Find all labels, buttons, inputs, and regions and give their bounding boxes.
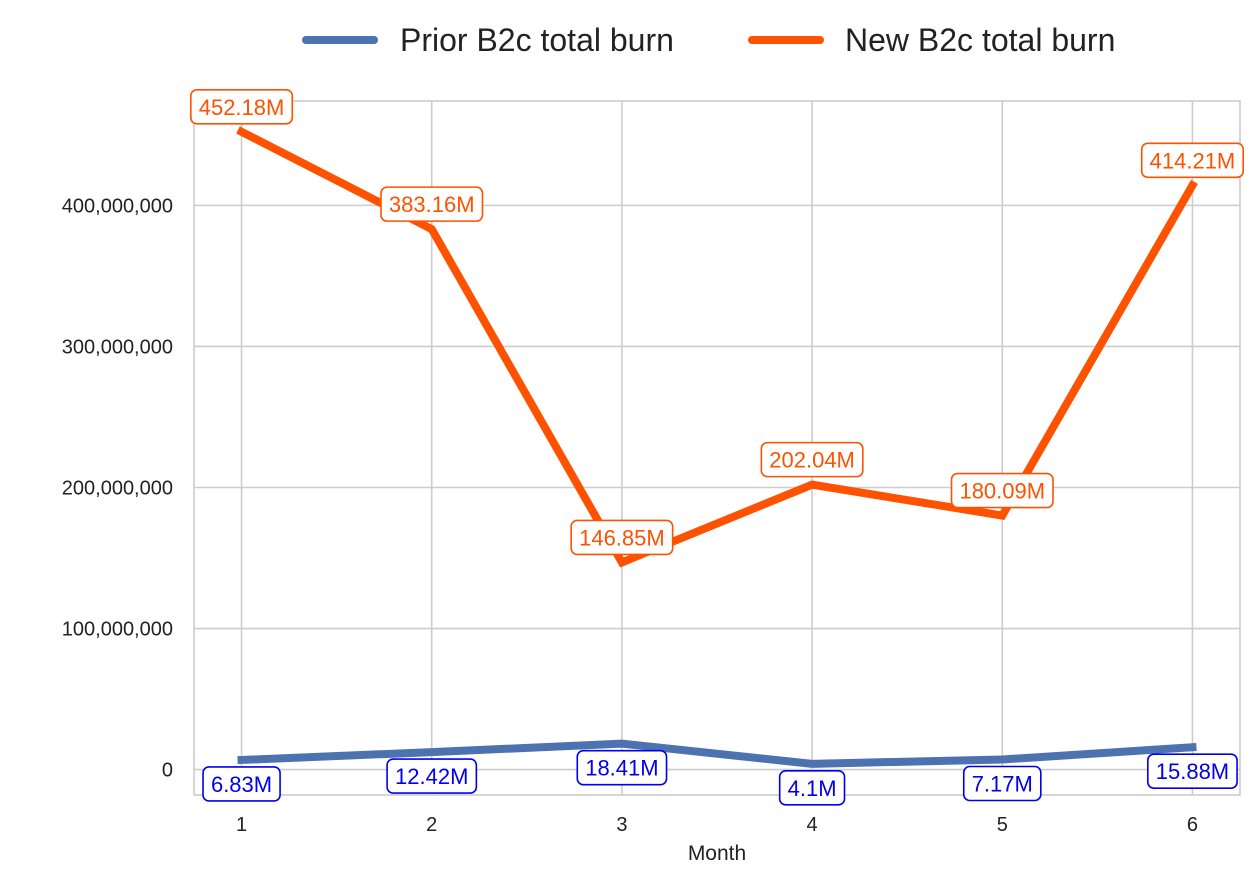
data-label-box bbox=[380, 186, 484, 222]
data-label-box bbox=[576, 749, 668, 786]
y-tick-label: 0 bbox=[162, 760, 173, 782]
x-tick-label: 4 bbox=[807, 814, 818, 836]
y-tick-label: 300,000,000 bbox=[62, 336, 173, 358]
data-label-text: 12.42M bbox=[395, 764, 468, 789]
x-tick-label: 5 bbox=[997, 814, 1008, 836]
series-line-1 bbox=[237, 739, 1197, 768]
data-label-text: 414.21M bbox=[1150, 148, 1236, 173]
data-label: 18.41M bbox=[576, 749, 668, 786]
data-label-text: 180.09M bbox=[959, 479, 1045, 504]
data-label-box bbox=[778, 770, 846, 806]
x-tick-label: 3 bbox=[616, 814, 627, 836]
tick-labels: 0 100,000,000 200,000,000 300,000,000 400,00… bbox=[62, 195, 1198, 836]
data-label-text: 4.1M bbox=[788, 776, 837, 801]
data-label-text: 146.85M bbox=[579, 525, 665, 550]
plot-frame bbox=[193, 100, 1241, 796]
data-label-box bbox=[950, 472, 1054, 509]
data-label-text: 202.04M bbox=[769, 448, 855, 473]
data-label: 180.09M bbox=[950, 472, 1054, 509]
data-label-box bbox=[1140, 142, 1244, 179]
data-label-text: 383.16M bbox=[389, 192, 475, 217]
data-label-text: 6.83M bbox=[211, 772, 272, 797]
data-label-box bbox=[202, 766, 281, 802]
data-label-box bbox=[760, 441, 864, 478]
data-label: 383.16M bbox=[380, 186, 484, 222]
data-label: 202.04M bbox=[760, 441, 864, 478]
data-label: 414.21M bbox=[1140, 142, 1244, 179]
data-label-box bbox=[1147, 753, 1238, 790]
data-label: 12.42M bbox=[386, 758, 478, 794]
data-label-text: 18.41M bbox=[585, 756, 658, 781]
data-label: 6.83M bbox=[202, 766, 281, 802]
grid bbox=[194, 101, 1240, 795]
y-tick-label: 200,000,000 bbox=[62, 477, 173, 499]
x-axis-title: Month bbox=[688, 842, 746, 865]
data-label: 452.18M bbox=[190, 88, 294, 125]
y-tick-label: 100,000,000 bbox=[62, 619, 173, 641]
data-label: 4.1M bbox=[778, 770, 846, 806]
data-label: 146.85M bbox=[570, 519, 674, 556]
legend-label: New B2c total burn bbox=[845, 22, 1115, 58]
data-label-text: 15.88M bbox=[1156, 759, 1229, 784]
plot-area-border bbox=[193, 100, 1241, 796]
data-label-text: 452.18M bbox=[199, 95, 285, 120]
series-lines bbox=[236, 126, 1198, 768]
data-label: 7.17M bbox=[962, 765, 1042, 802]
legend-label: Prior B2c total burn bbox=[400, 22, 674, 58]
data-label-text: 7.17M bbox=[972, 771, 1033, 796]
data-label-box bbox=[570, 519, 674, 556]
x-tick-label: 1 bbox=[236, 814, 247, 836]
x-tick-label: 2 bbox=[426, 814, 437, 836]
y-tick-label: 400,000,000 bbox=[62, 195, 173, 217]
data-label-box bbox=[962, 765, 1042, 802]
x-tick-label: 6 bbox=[1187, 814, 1198, 836]
legend-item: Prior B2c total burn bbox=[302, 22, 674, 58]
data-label: 15.88M bbox=[1147, 753, 1238, 790]
data-labels: 6.83M 12.42M 18.41M 4.1M 7.17M 15.88M 452.18M 3… bbox=[190, 88, 1244, 806]
data-label-box bbox=[386, 758, 478, 794]
legend: Prior B2c total burn New B2c total burn bbox=[302, 22, 1115, 58]
legend-item: New B2c total burn bbox=[748, 22, 1115, 58]
data-label-box bbox=[190, 88, 294, 125]
